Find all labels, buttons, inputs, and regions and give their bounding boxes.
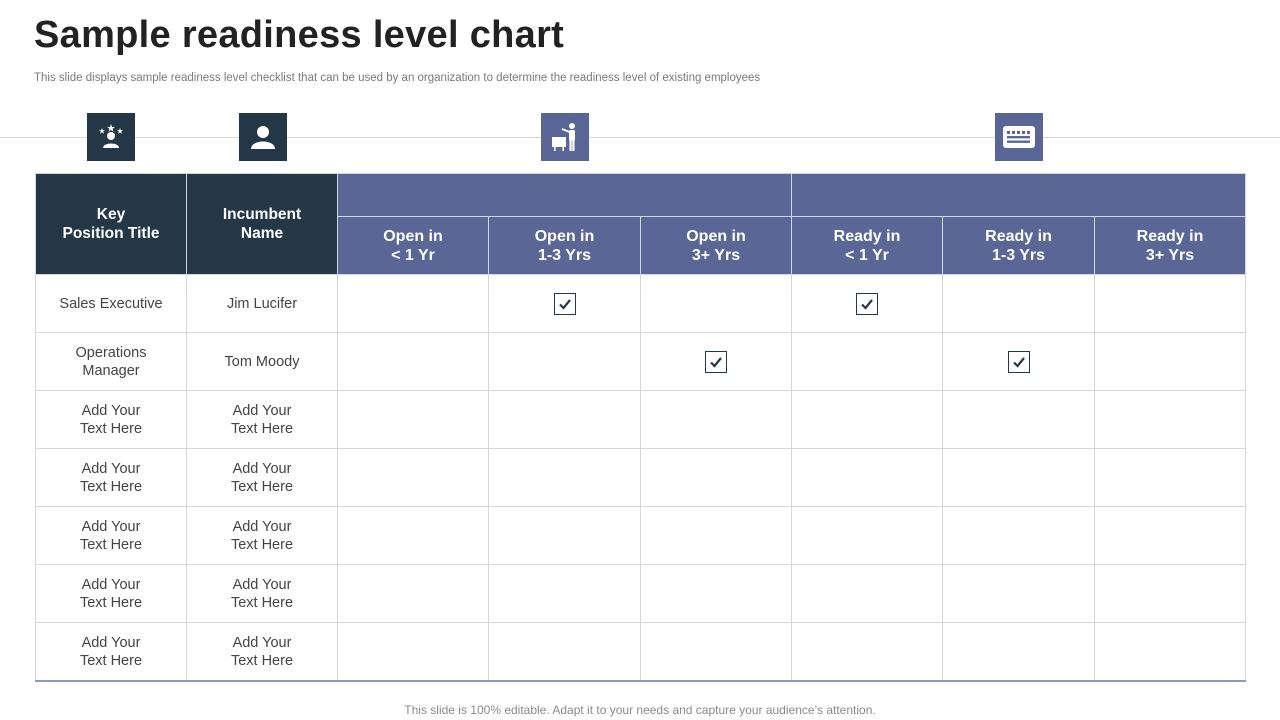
position-title-cell: Add Your Text Here	[35, 506, 187, 565]
incumbent-name-cell: Add Your Text Here	[186, 564, 338, 623]
readiness-cell[interactable]	[337, 506, 489, 565]
readiness-cell[interactable]	[1094, 448, 1247, 507]
presenter-icon	[541, 113, 589, 161]
position-title-cell: Add Your Text Here	[35, 564, 187, 623]
incumbent-name-cell: Add Your Text Here	[186, 622, 338, 682]
readiness-table: Key Position Title Incumbent Name Open i…	[35, 173, 1247, 682]
readiness-cell[interactable]	[942, 274, 1096, 333]
readiness-cell[interactable]	[791, 622, 944, 682]
readiness-cell[interactable]	[639, 332, 793, 391]
incumbent-name-cell: Add Your Text Here	[186, 506, 338, 565]
readiness-cell[interactable]	[1094, 622, 1247, 682]
readiness-cell[interactable]	[488, 448, 641, 507]
readiness-cell[interactable]	[337, 390, 489, 449]
readiness-cell[interactable]	[639, 506, 793, 565]
page-subtitle: This slide displays sample readiness lev…	[34, 72, 761, 84]
divider-line	[0, 137, 1280, 138]
readiness-cell[interactable]	[337, 274, 489, 333]
incumbent-name-cell: Tom Moody	[186, 332, 338, 391]
readiness-cell[interactable]	[791, 506, 944, 565]
table-row: Add Your Text Here Add Your Text Here	[35, 506, 1247, 565]
readiness-cell[interactable]	[942, 622, 1096, 682]
position-title-cell: Operations Manager	[35, 332, 187, 391]
readiness-cell[interactable]	[337, 622, 489, 682]
header-open-lt1: Open in < 1 Yr	[337, 216, 489, 275]
page-title: Sample readiness level chart	[34, 14, 565, 56]
incumbent-name-cell: Add Your Text Here	[186, 390, 338, 449]
incumbent-name-cell: Add Your Text Here	[186, 448, 338, 507]
readiness-cell[interactable]	[1094, 332, 1247, 391]
readiness-cell[interactable]	[337, 448, 489, 507]
table-row: Operations Manager Tom Moody	[35, 332, 1247, 391]
header-ready-1-3: Ready in 1-3 Yrs	[942, 216, 1096, 275]
header-incumbent-name: Incumbent Name	[186, 173, 338, 275]
readiness-cell[interactable]	[1094, 564, 1247, 623]
readiness-cell[interactable]	[639, 274, 793, 333]
readiness-cell[interactable]	[942, 390, 1096, 449]
position-title-cell: Add Your Text Here	[35, 622, 187, 682]
readiness-cell[interactable]	[942, 332, 1096, 391]
checkbox-checked-icon[interactable]	[553, 292, 576, 315]
checkbox-checked-icon[interactable]	[705, 350, 727, 373]
readiness-cell[interactable]	[488, 506, 641, 565]
table-row: Add Your Text Here Add Your Text Here	[35, 448, 1247, 507]
readiness-cell[interactable]	[942, 564, 1096, 623]
readiness-cell[interactable]	[1094, 506, 1247, 565]
table-body: Sales Executive Jim Lucifer Operations Man…	[35, 274, 1247, 682]
readiness-cell[interactable]	[791, 332, 944, 391]
header-open-3plus: Open in 3+ Yrs	[639, 216, 793, 275]
header-open-1-3: Open in 1-3 Yrs	[488, 216, 641, 275]
readiness-cell[interactable]	[337, 332, 489, 391]
readiness-cell[interactable]	[942, 506, 1096, 565]
position-title-cell: Add Your Text Here	[35, 390, 187, 449]
table-row: Add Your Text Here Add Your Text Here	[35, 622, 1247, 682]
keyboard-icon	[995, 113, 1043, 161]
table-row: Sales Executive Jim Lucifer	[35, 274, 1247, 333]
readiness-cell[interactable]	[488, 332, 641, 391]
footer-note: This slide is 100% editable. Adapt it to…	[404, 703, 876, 717]
position-title-cell: Add Your Text Here	[35, 448, 187, 507]
readiness-cell[interactable]	[639, 564, 793, 623]
checkbox-checked-icon[interactable]	[1007, 350, 1030, 373]
readiness-cell[interactable]	[1094, 274, 1247, 333]
star-person-icon	[87, 113, 135, 161]
readiness-cell[interactable]	[488, 564, 641, 623]
checkbox-checked-icon[interactable]	[856, 292, 879, 315]
readiness-cell[interactable]	[791, 564, 944, 623]
readiness-cell[interactable]	[337, 564, 489, 623]
readiness-cell[interactable]	[639, 622, 793, 682]
header-ready-band	[791, 173, 1247, 217]
table-row: Add Your Text Here Add Your Text Here	[35, 564, 1247, 623]
position-title-cell: Sales Executive	[35, 274, 187, 333]
incumbent-name-cell: Jim Lucifer	[186, 274, 338, 333]
readiness-cell[interactable]	[639, 390, 793, 449]
readiness-cell[interactable]	[1094, 390, 1247, 449]
readiness-cell[interactable]	[488, 390, 641, 449]
person-icon	[239, 113, 287, 161]
header-open-band	[336, 173, 793, 217]
readiness-cell[interactable]	[791, 274, 944, 333]
readiness-cell[interactable]	[942, 448, 1096, 507]
header-key-position: Key Position Title	[35, 173, 187, 275]
readiness-cell[interactable]	[488, 622, 641, 682]
readiness-cell[interactable]	[488, 274, 641, 333]
readiness-cell[interactable]	[791, 448, 944, 507]
table-row: Add Your Text Here Add Your Text Here	[35, 390, 1247, 449]
header-ready-3plus: Ready in 3+ Yrs	[1094, 216, 1247, 275]
readiness-cell[interactable]	[791, 390, 944, 449]
readiness-cell[interactable]	[639, 448, 793, 507]
header-ready-lt1: Ready in < 1 Yr	[791, 216, 944, 275]
